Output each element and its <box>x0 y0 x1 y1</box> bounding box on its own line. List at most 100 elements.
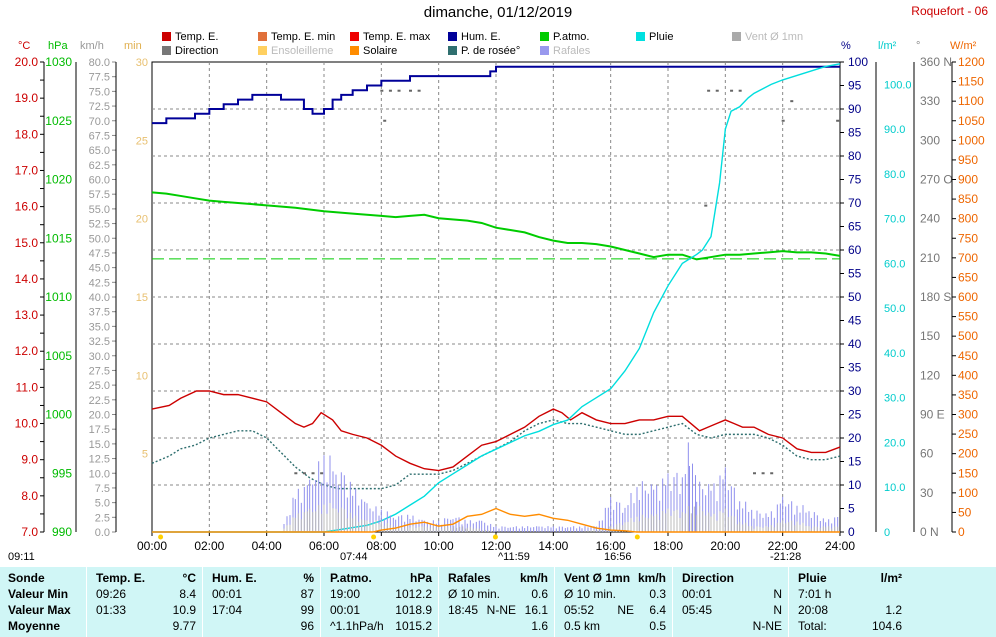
summary-row: Direction <box>676 571 786 587</box>
dir-tick-label: 60 <box>920 447 934 461</box>
direction-point <box>388 89 392 92</box>
wind-tick-label: 77.5 <box>89 72 110 84</box>
summary-cell: 10.9 <box>172 603 196 617</box>
summary-row: 0.5 km 0.5 <box>558 619 670 635</box>
direction-point <box>383 119 387 122</box>
hum-tick-label: 20 <box>848 431 862 445</box>
legend-item[interactable]: Ensoleilleme <box>258 45 333 57</box>
summary-cell: 0.6 <box>531 587 548 601</box>
solar-tick-label: 250 <box>958 427 978 441</box>
temp-tick-label: 15.0 <box>15 236 39 250</box>
dir-tick-label: 30 <box>920 486 934 500</box>
summary-row: N-NE <box>676 619 786 635</box>
hum-tick-label: 60 <box>848 243 862 257</box>
moonset-time: 09:11 <box>8 551 35 563</box>
solar-tick-label: 650 <box>958 270 978 284</box>
summary-divider <box>202 567 203 637</box>
x-tick-label: 02:00 <box>194 539 224 553</box>
weather-chart: 00:00 02:00 04:00 06:00 08:00 10:00 12:00 14:00… <box>15 55 985 553</box>
legend-item[interactable]: Solaire <box>350 45 397 57</box>
legend-swatch <box>636 32 645 41</box>
summary-row: Hum. E.% <box>206 571 318 587</box>
solar-tick-label: 600 <box>958 290 978 304</box>
temp-tick-label: 12.0 <box>15 344 39 358</box>
hum-tick-label: 55 <box>848 267 862 281</box>
solar-tick-label: 300 <box>958 408 978 422</box>
press-tick-label: 1005 <box>45 349 72 363</box>
legend-swatch <box>258 46 267 55</box>
summary-col-dir: Direction 00:01 N 05:45 N N-NE <box>676 567 786 637</box>
hum-tick-label: 35 <box>848 361 862 375</box>
summary-cell: 7:01 h <box>798 587 832 601</box>
sun-marker <box>158 534 164 540</box>
wind-tick-label: 40.0 <box>89 292 110 304</box>
rain-tick-label: 100.0 <box>884 79 912 91</box>
hum-tick-label: 70 <box>848 196 862 210</box>
legend-item[interactable]: Temp. E. <box>162 31 218 43</box>
summary-cell: Moyenne <box>8 619 61 633</box>
wind-tick-label: 30.0 <box>89 351 110 363</box>
legend-label: Direction <box>175 45 219 57</box>
hum-unit: % <box>841 40 851 52</box>
sun-marker <box>634 534 640 540</box>
hum-tick-label: 15 <box>848 455 862 469</box>
x-tick-label: 18:00 <box>653 539 683 553</box>
legend-label: Vent Ø 1mn <box>745 31 804 43</box>
solar-unit: W/m² <box>950 40 977 52</box>
direction-point <box>790 100 794 103</box>
summary-unit: km/h <box>637 571 666 585</box>
direction-point <box>836 119 840 122</box>
summary-row: P.atmo. hPa <box>324 571 436 587</box>
summary-cell: 18:45 <box>448 603 479 617</box>
solar-tick-label: 900 <box>958 173 978 187</box>
summary-cell: N <box>773 587 782 601</box>
summary-cell: 1015.2 <box>395 619 432 633</box>
legend-swatch <box>732 32 741 41</box>
temp-tick-label: 20.0 <box>15 55 39 69</box>
summary-cell: 16.1 <box>524 603 548 617</box>
legend-label: Hum. E. <box>461 31 501 43</box>
solar-tick-label: 200 <box>958 447 978 461</box>
hum-tick-label: 10 <box>848 478 862 492</box>
summary-header: Direction <box>682 571 735 585</box>
summary-cell: Ø 10 min. <box>564 587 617 601</box>
hum-tick-label: 25 <box>848 408 862 422</box>
legend-item[interactable]: Vent Ø 1mn <box>732 31 803 43</box>
legend-item[interactable]: Hum. E. <box>448 31 501 43</box>
legend-item[interactable]: Direction <box>162 45 218 57</box>
station-name[interactable]: Roquefort - 06 <box>911 4 988 18</box>
direction-point <box>294 472 298 475</box>
summary-row: 19:00 1012.2 <box>324 587 436 603</box>
rain-tick-label: 50.0 <box>884 303 905 315</box>
press-unit: hPa <box>48 40 68 52</box>
wind-tick-label: 2.5 <box>95 512 110 524</box>
legend-item[interactable]: Temp. E. min <box>258 31 335 43</box>
solar-tick-label: 150 <box>958 466 978 480</box>
summary-col-pluie: Pluie l/m² 7:01 h 20:08 1.2 Total: 104.6 <box>792 567 906 637</box>
summary-cell: 9.77 <box>172 619 196 633</box>
summary-header: Sonde <box>8 571 45 585</box>
solar-tick-label: 50 <box>958 505 972 519</box>
summary-cell: ^1.1hPa/h <box>330 619 384 633</box>
rain-tick-label: 10.0 <box>884 482 905 494</box>
summary-col-sonde: Sonde Valeur Min Valeur Max Moyenne <box>2 567 84 637</box>
legend-item[interactable]: Pluie <box>636 31 673 43</box>
legend-item[interactable]: P. de rosée° <box>448 45 520 57</box>
dir-tick-label: 330 <box>920 94 940 108</box>
summary-cell: 87 <box>300 587 314 601</box>
legend-item[interactable]: Temp. E. max <box>350 31 430 43</box>
dir-tick-label: 240 <box>920 212 940 226</box>
summary-row: Valeur Max <box>2 603 84 619</box>
dir-tick-label: 210 <box>920 251 940 265</box>
direction-point <box>397 89 401 92</box>
x-tick-label: 08:00 <box>366 539 396 553</box>
wind-tick-label: 10.0 <box>89 468 110 480</box>
legend-item[interactable]: P.atmo. <box>540 31 590 43</box>
solar-tick-label: 800 <box>958 212 978 226</box>
rain-tick-label: 30.0 <box>884 393 905 405</box>
summary-cell: Valeur Max <box>8 603 71 617</box>
x-tick-label: 14:00 <box>538 539 568 553</box>
solar-tick-label: 500 <box>958 329 978 343</box>
legend-swatch <box>448 46 457 55</box>
legend-item[interactable]: Rafales <box>540 45 590 57</box>
